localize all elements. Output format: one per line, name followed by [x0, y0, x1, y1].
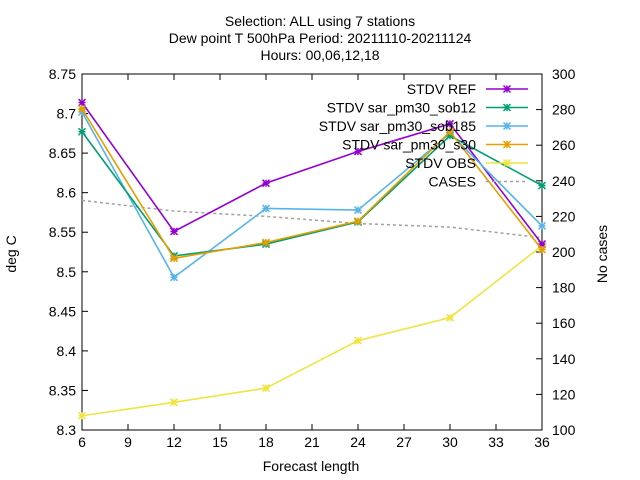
series-line — [81, 108, 543, 260]
legend-item: STDV OBS — [405, 155, 528, 171]
series-point — [502, 103, 512, 112]
series-point — [502, 121, 512, 131]
series-point — [537, 221, 547, 230]
series-point — [502, 140, 512, 149]
y-tick-label: 8.6 — [57, 185, 77, 201]
y-tick-label: 8.7 — [57, 106, 77, 122]
x-tick-label: 6 — [78, 434, 86, 450]
series-point — [353, 336, 363, 345]
series-line — [81, 111, 543, 279]
x-tick-label: 12 — [166, 434, 182, 450]
x-tick-label: 33 — [488, 434, 504, 450]
y-tick-label: 8.75 — [49, 66, 76, 82]
series-line — [81, 245, 543, 417]
x-axis: 6 9 12 15 18 21 24 27 30 33 36 — [78, 74, 550, 450]
x-tick-label: 18 — [258, 434, 274, 450]
legend-label: CASES — [429, 174, 476, 190]
series-point — [169, 398, 179, 407]
series-point — [169, 273, 179, 282]
x-tick-label: 15 — [212, 434, 228, 450]
x-tick-label: 27 — [396, 434, 412, 450]
series-point — [169, 227, 179, 236]
series-point — [353, 147, 363, 156]
y2-tick-label: 260 — [552, 137, 576, 153]
series-point — [261, 204, 271, 213]
y2-tick-label: 220 — [552, 208, 576, 224]
legend: STDV REF STDV sar_pm30_sob12 STDV sar_pm30… — [319, 81, 528, 190]
x-axis-label: Forecast length — [263, 458, 360, 474]
legend-item: STDV sar_pm30_sob185 — [319, 118, 528, 134]
legend-label: STDV sar_pm30_sob12 — [327, 100, 477, 116]
y-tick-label: 8.45 — [49, 303, 76, 319]
y2-tick-label: 300 — [552, 66, 576, 82]
y-tick-label: 8.4 — [57, 343, 77, 359]
series-point — [261, 179, 271, 188]
y2-tick-label: 100 — [552, 422, 576, 438]
series-point — [445, 127, 455, 136]
series-point — [353, 206, 363, 215]
y2-tick-label: 240 — [552, 173, 576, 189]
series-point — [77, 411, 87, 420]
y2-tick-label: 140 — [552, 351, 576, 367]
series-point — [169, 254, 179, 263]
series-3 — [77, 104, 547, 263]
x-tick-label: 24 — [350, 434, 366, 450]
y2-tick-label: 120 — [552, 386, 576, 402]
title-line: Selection: ALL using 7 stations — [225, 13, 415, 29]
y2-tick-label: 200 — [552, 244, 576, 260]
x-tick-label: 30 — [442, 434, 458, 450]
x-tick-label: 9 — [124, 434, 132, 450]
series-point — [445, 119, 455, 128]
series-4 — [77, 241, 547, 420]
legend-label: STDV sar_pm30_sob185 — [319, 118, 476, 134]
legend-label: STDV OBS — [405, 155, 476, 171]
y2-tick-label: 160 — [552, 315, 576, 331]
cases-line — [81, 199, 543, 239]
series-point — [261, 384, 271, 393]
title-line: Hours: 00,06,12,18 — [260, 47, 379, 63]
y2-tick-label: 180 — [552, 280, 576, 296]
y2-axis-label: No cases — [594, 225, 610, 283]
series-point — [353, 217, 363, 226]
legend-item: STDV sar_pm30_sob12 — [327, 100, 528, 116]
y-axis-label: deg C — [3, 235, 19, 272]
legend-label: STDV REF — [407, 81, 476, 97]
legend-item: STDV sar_pm30_s30 — [342, 137, 528, 153]
series-point — [537, 181, 547, 190]
series-point — [502, 158, 512, 168]
y-tick-label: 8.35 — [49, 382, 76, 398]
series-point — [77, 104, 87, 113]
x-tick-label: 21 — [304, 434, 320, 450]
y-tick-label: 8.55 — [49, 224, 76, 240]
y2-tick-label: 280 — [552, 102, 576, 118]
title-line: Dew point T 500hPa Period: 20211110-2021… — [169, 30, 472, 46]
series-lines — [77, 98, 547, 420]
legend-item: STDV REF — [407, 81, 528, 97]
x-tick-label: 36 — [534, 434, 550, 450]
series-point — [445, 313, 455, 322]
series-point — [502, 84, 512, 94]
legend-item: CASES — [429, 174, 528, 190]
y-tick-label: 8.65 — [49, 145, 76, 161]
y-tick-label: 8.5 — [57, 264, 77, 280]
cases-series — [81, 199, 543, 239]
legend-label: STDV sar_pm30_s30 — [342, 137, 476, 153]
series-point — [77, 127, 87, 136]
series-point — [537, 245, 547, 254]
y-axis-right: 100 120 140 160 180 200 220 240 260 280 300 — [536, 66, 576, 438]
y-tick-label: 8.3 — [57, 422, 77, 438]
series-point — [261, 238, 271, 247]
series-line — [81, 131, 543, 257]
series-point — [77, 98, 87, 107]
